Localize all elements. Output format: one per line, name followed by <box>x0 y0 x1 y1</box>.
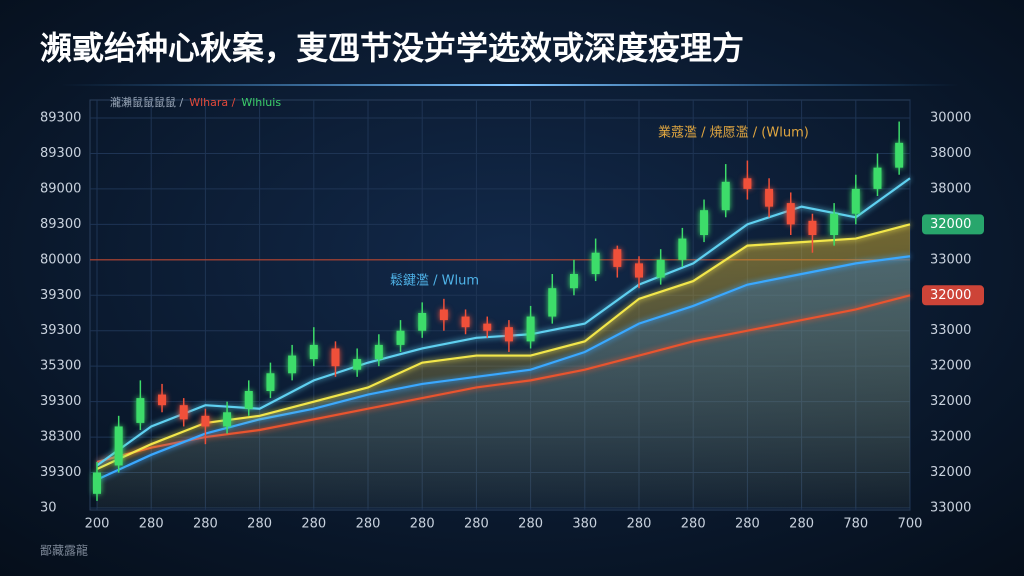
x-tick-label: 280 <box>356 517 381 532</box>
candle-body <box>244 391 253 409</box>
x-tick-label: 280 <box>301 517 326 532</box>
x-tick-label: 280 <box>518 517 543 532</box>
y2-tick-label: 32000 <box>930 394 971 409</box>
x-tick-label: 280 <box>681 517 706 532</box>
candle-body <box>808 220 817 235</box>
axis-badge <box>922 214 984 235</box>
line <box>96 294 911 463</box>
y-tick-label: 89300 <box>40 111 81 126</box>
candle-body <box>700 210 709 235</box>
y2-tick-label: 30000 <box>930 111 971 126</box>
x-tick-label: 280 <box>735 517 760 532</box>
legend-entry: 瀧瀨鼠鼠鼠鼠 / <box>110 95 183 109</box>
line <box>96 223 911 471</box>
candle-body <box>266 373 275 391</box>
candle-body <box>895 142 904 168</box>
y2-tick-label: 38000 <box>930 181 971 196</box>
y2-tick-label: 32000 <box>930 359 971 374</box>
annotation: 鬆鍵濫 / Wlum <box>390 273 479 289</box>
candle-body <box>396 330 405 345</box>
candle-body <box>114 426 123 466</box>
candle-body <box>201 415 210 427</box>
y-tick-label: 39300 <box>40 465 81 480</box>
candle-body <box>179 405 188 420</box>
x-tick-label: 280 <box>410 517 435 532</box>
y2-tick-label: 32000 <box>930 288 971 303</box>
candle-body <box>374 344 383 360</box>
y-tick-label: 89300 <box>40 146 81 161</box>
y2-tick-label: 33000 <box>930 323 971 338</box>
annotation: 業蔻濫 / 焼愿濫 / (Wlum) <box>658 125 809 141</box>
plot: 30 39300 38300 39300 35300 39300 39300 80000 893… <box>40 95 984 532</box>
candle-body <box>483 323 492 331</box>
candle-body <box>439 309 448 321</box>
x-tick-label: 700 <box>898 517 923 532</box>
y2-tick-label: 33000 <box>930 501 971 516</box>
candle-body <box>288 355 297 374</box>
candle-body <box>613 249 622 267</box>
title-underline <box>60 84 960 86</box>
footer: 鄙藏露龍 <box>40 543 88 558</box>
candle-body <box>830 213 839 235</box>
candle-body <box>93 472 101 494</box>
y2-tick-label: 32000 <box>930 430 971 445</box>
y-tick-label: 39300 <box>40 394 81 409</box>
candle-body <box>873 167 882 189</box>
candle-body <box>223 412 232 427</box>
y-tick-label: 38300 <box>40 430 81 445</box>
chart-title: 瀕戜绐种心秋案，叓乪节没屰学选效戓深度疫理方 <box>40 29 744 67</box>
x-tick-label: 280 <box>247 517 272 532</box>
candle-body <box>569 274 578 289</box>
candle-body <box>591 252 600 274</box>
x-tick-label: 280 <box>789 517 814 532</box>
candle-body <box>786 203 795 225</box>
line <box>96 177 911 467</box>
candle-body <box>678 238 687 260</box>
x-tick-label: 280 <box>193 517 218 532</box>
candle-body <box>635 263 643 278</box>
x-tick-label: 780 <box>843 517 868 532</box>
x-tick-label: 380 <box>572 517 597 532</box>
candle-body <box>526 316 535 342</box>
y-tick-label: 39300 <box>40 323 81 338</box>
line <box>96 255 911 481</box>
axis-badge <box>922 285 984 306</box>
candle-body <box>504 327 513 342</box>
legend-entry: Wlhara / <box>189 96 235 109</box>
x-tick-label: 280 <box>139 517 164 532</box>
candle-body <box>765 188 774 207</box>
legend-entry: Wlhluis <box>241 96 281 109</box>
candle-body <box>461 316 470 328</box>
y2-tick-label: 33000 <box>930 252 971 267</box>
candle-body <box>851 188 860 214</box>
candle-body <box>548 288 557 317</box>
y-tick-label: 39300 <box>40 288 81 303</box>
candle-body <box>158 394 167 406</box>
y-tick-label: 80000 <box>40 252 81 267</box>
candle-body <box>353 359 362 370</box>
candle-body <box>309 344 318 360</box>
area <box>97 256 910 508</box>
y-tick-label: 89300 <box>40 217 81 232</box>
candle-body <box>418 313 427 331</box>
candle-body <box>331 348 340 367</box>
y-tick-label: 35300 <box>40 359 81 374</box>
candle-body <box>721 181 730 211</box>
x-tick-label: 280 <box>464 517 489 532</box>
x-tick-label: 280 <box>627 517 652 532</box>
candle-body <box>136 398 145 423</box>
y-tick-label: 30 <box>40 501 57 516</box>
candle-body <box>743 178 752 189</box>
x-tick-label: 200 <box>85 517 110 532</box>
candle-body <box>656 259 665 278</box>
y2-tick-label: 32000 <box>930 217 971 232</box>
y2-tick-label: 32000 <box>930 465 971 480</box>
y2-tick-label: 38000 <box>930 146 971 161</box>
y-tick-label: 89000 <box>40 181 81 196</box>
